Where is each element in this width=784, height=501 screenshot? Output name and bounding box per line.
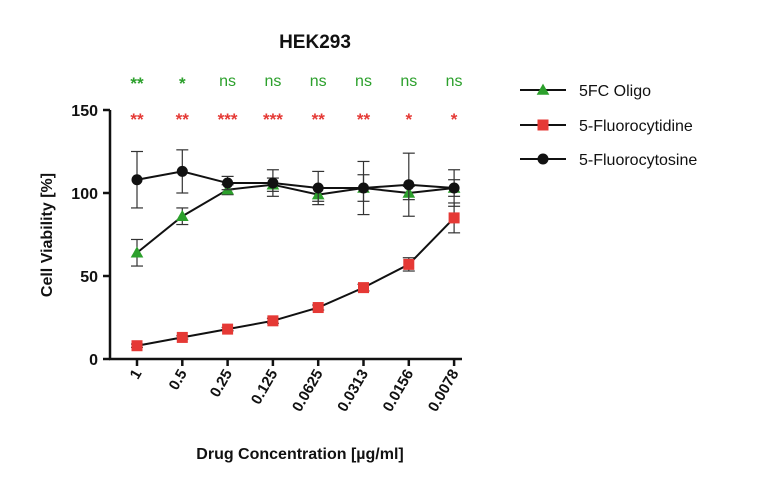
data-point bbox=[222, 177, 234, 189]
y-tick-label: 150 bbox=[71, 103, 98, 120]
data-point bbox=[358, 282, 369, 294]
y-tick-label: 100 bbox=[71, 186, 98, 203]
significance-label: ** bbox=[130, 74, 144, 93]
series-line bbox=[136, 170, 455, 190]
significance-label: *** bbox=[263, 110, 283, 129]
legend-item: 5-Fluorocytidine bbox=[520, 118, 693, 135]
legend-label: 5-Fluorocytidine bbox=[579, 118, 693, 135]
significance-label: ns bbox=[219, 73, 236, 90]
significance-label: ** bbox=[357, 110, 371, 129]
significance-annotations: ** * ns ns ns ns ns ns** ** *** *** ** ** * * bbox=[130, 73, 462, 129]
significance-label: * bbox=[179, 74, 186, 93]
data-point bbox=[131, 174, 143, 186]
data-point bbox=[403, 179, 415, 191]
legend-marker bbox=[537, 119, 549, 131]
legend: 5FC Oligo 5-Fluorocytidine 5-Fluorocytosin… bbox=[520, 83, 697, 169]
data-point bbox=[176, 165, 188, 177]
x-tick-label: 0.0313 bbox=[334, 367, 372, 415]
legend-item: 5FC Oligo bbox=[520, 83, 651, 100]
legend-marker bbox=[536, 83, 550, 95]
data-point bbox=[312, 302, 324, 314]
x-tick-label: 0.0156 bbox=[380, 367, 418, 415]
data-point bbox=[448, 182, 460, 194]
significance-label: ** bbox=[130, 110, 144, 129]
axes: 0 50 100 150 1 0.5 0.25 0.125 0.0625 0.0313 0.0156… bbox=[71, 103, 462, 415]
significance-label: ns bbox=[264, 73, 281, 90]
significance-label: ns bbox=[355, 73, 372, 90]
series-line bbox=[136, 183, 455, 254]
legend-marker bbox=[537, 153, 549, 165]
x-tick-label: 0.25 bbox=[207, 367, 236, 401]
x-tick-label: 0.5 bbox=[166, 367, 191, 394]
data-point bbox=[222, 323, 234, 335]
y-tick-label: 0 bbox=[89, 352, 98, 369]
x-tick-label: 0.125 bbox=[248, 367, 281, 408]
y-tick-label: 50 bbox=[80, 269, 98, 286]
data-point bbox=[267, 177, 279, 189]
significance-label: ** bbox=[176, 110, 190, 129]
data-point bbox=[131, 340, 143, 352]
series-5-fluorocytidine bbox=[131, 202, 461, 352]
legend-item: 5-Fluorocytosine bbox=[520, 152, 697, 169]
data-point bbox=[403, 258, 415, 270]
data-point bbox=[130, 246, 144, 258]
significance-label: ns bbox=[446, 73, 463, 90]
legend-label: 5-Fluorocytosine bbox=[579, 152, 697, 169]
x-tick-label: 0.0078 bbox=[425, 367, 463, 415]
x-tick-label: 0.0625 bbox=[289, 367, 327, 415]
data-point bbox=[175, 209, 189, 221]
data-point bbox=[312, 182, 324, 194]
data-point bbox=[358, 182, 369, 194]
significance-label: * bbox=[405, 110, 412, 129]
data-point bbox=[267, 315, 279, 327]
chart-title: HEK293 bbox=[279, 32, 351, 53]
series-5-fluorocytosine bbox=[131, 149, 461, 217]
significance-label: * bbox=[451, 110, 458, 129]
significance-label: ns bbox=[310, 73, 327, 90]
significance-label: ns bbox=[400, 73, 417, 90]
series-line bbox=[136, 217, 455, 347]
x-axis-label: Drug Concentration [µg/ml] bbox=[196, 446, 403, 463]
legend-label: 5FC Oligo bbox=[579, 83, 651, 100]
data-point bbox=[176, 331, 188, 343]
series-group bbox=[130, 149, 461, 352]
y-axis-label: Cell Viability [%] bbox=[39, 173, 56, 297]
x-tick-label: 1 bbox=[127, 367, 146, 383]
data-point bbox=[448, 212, 460, 224]
significance-label: *** bbox=[218, 110, 238, 129]
significance-label: ** bbox=[312, 110, 326, 129]
